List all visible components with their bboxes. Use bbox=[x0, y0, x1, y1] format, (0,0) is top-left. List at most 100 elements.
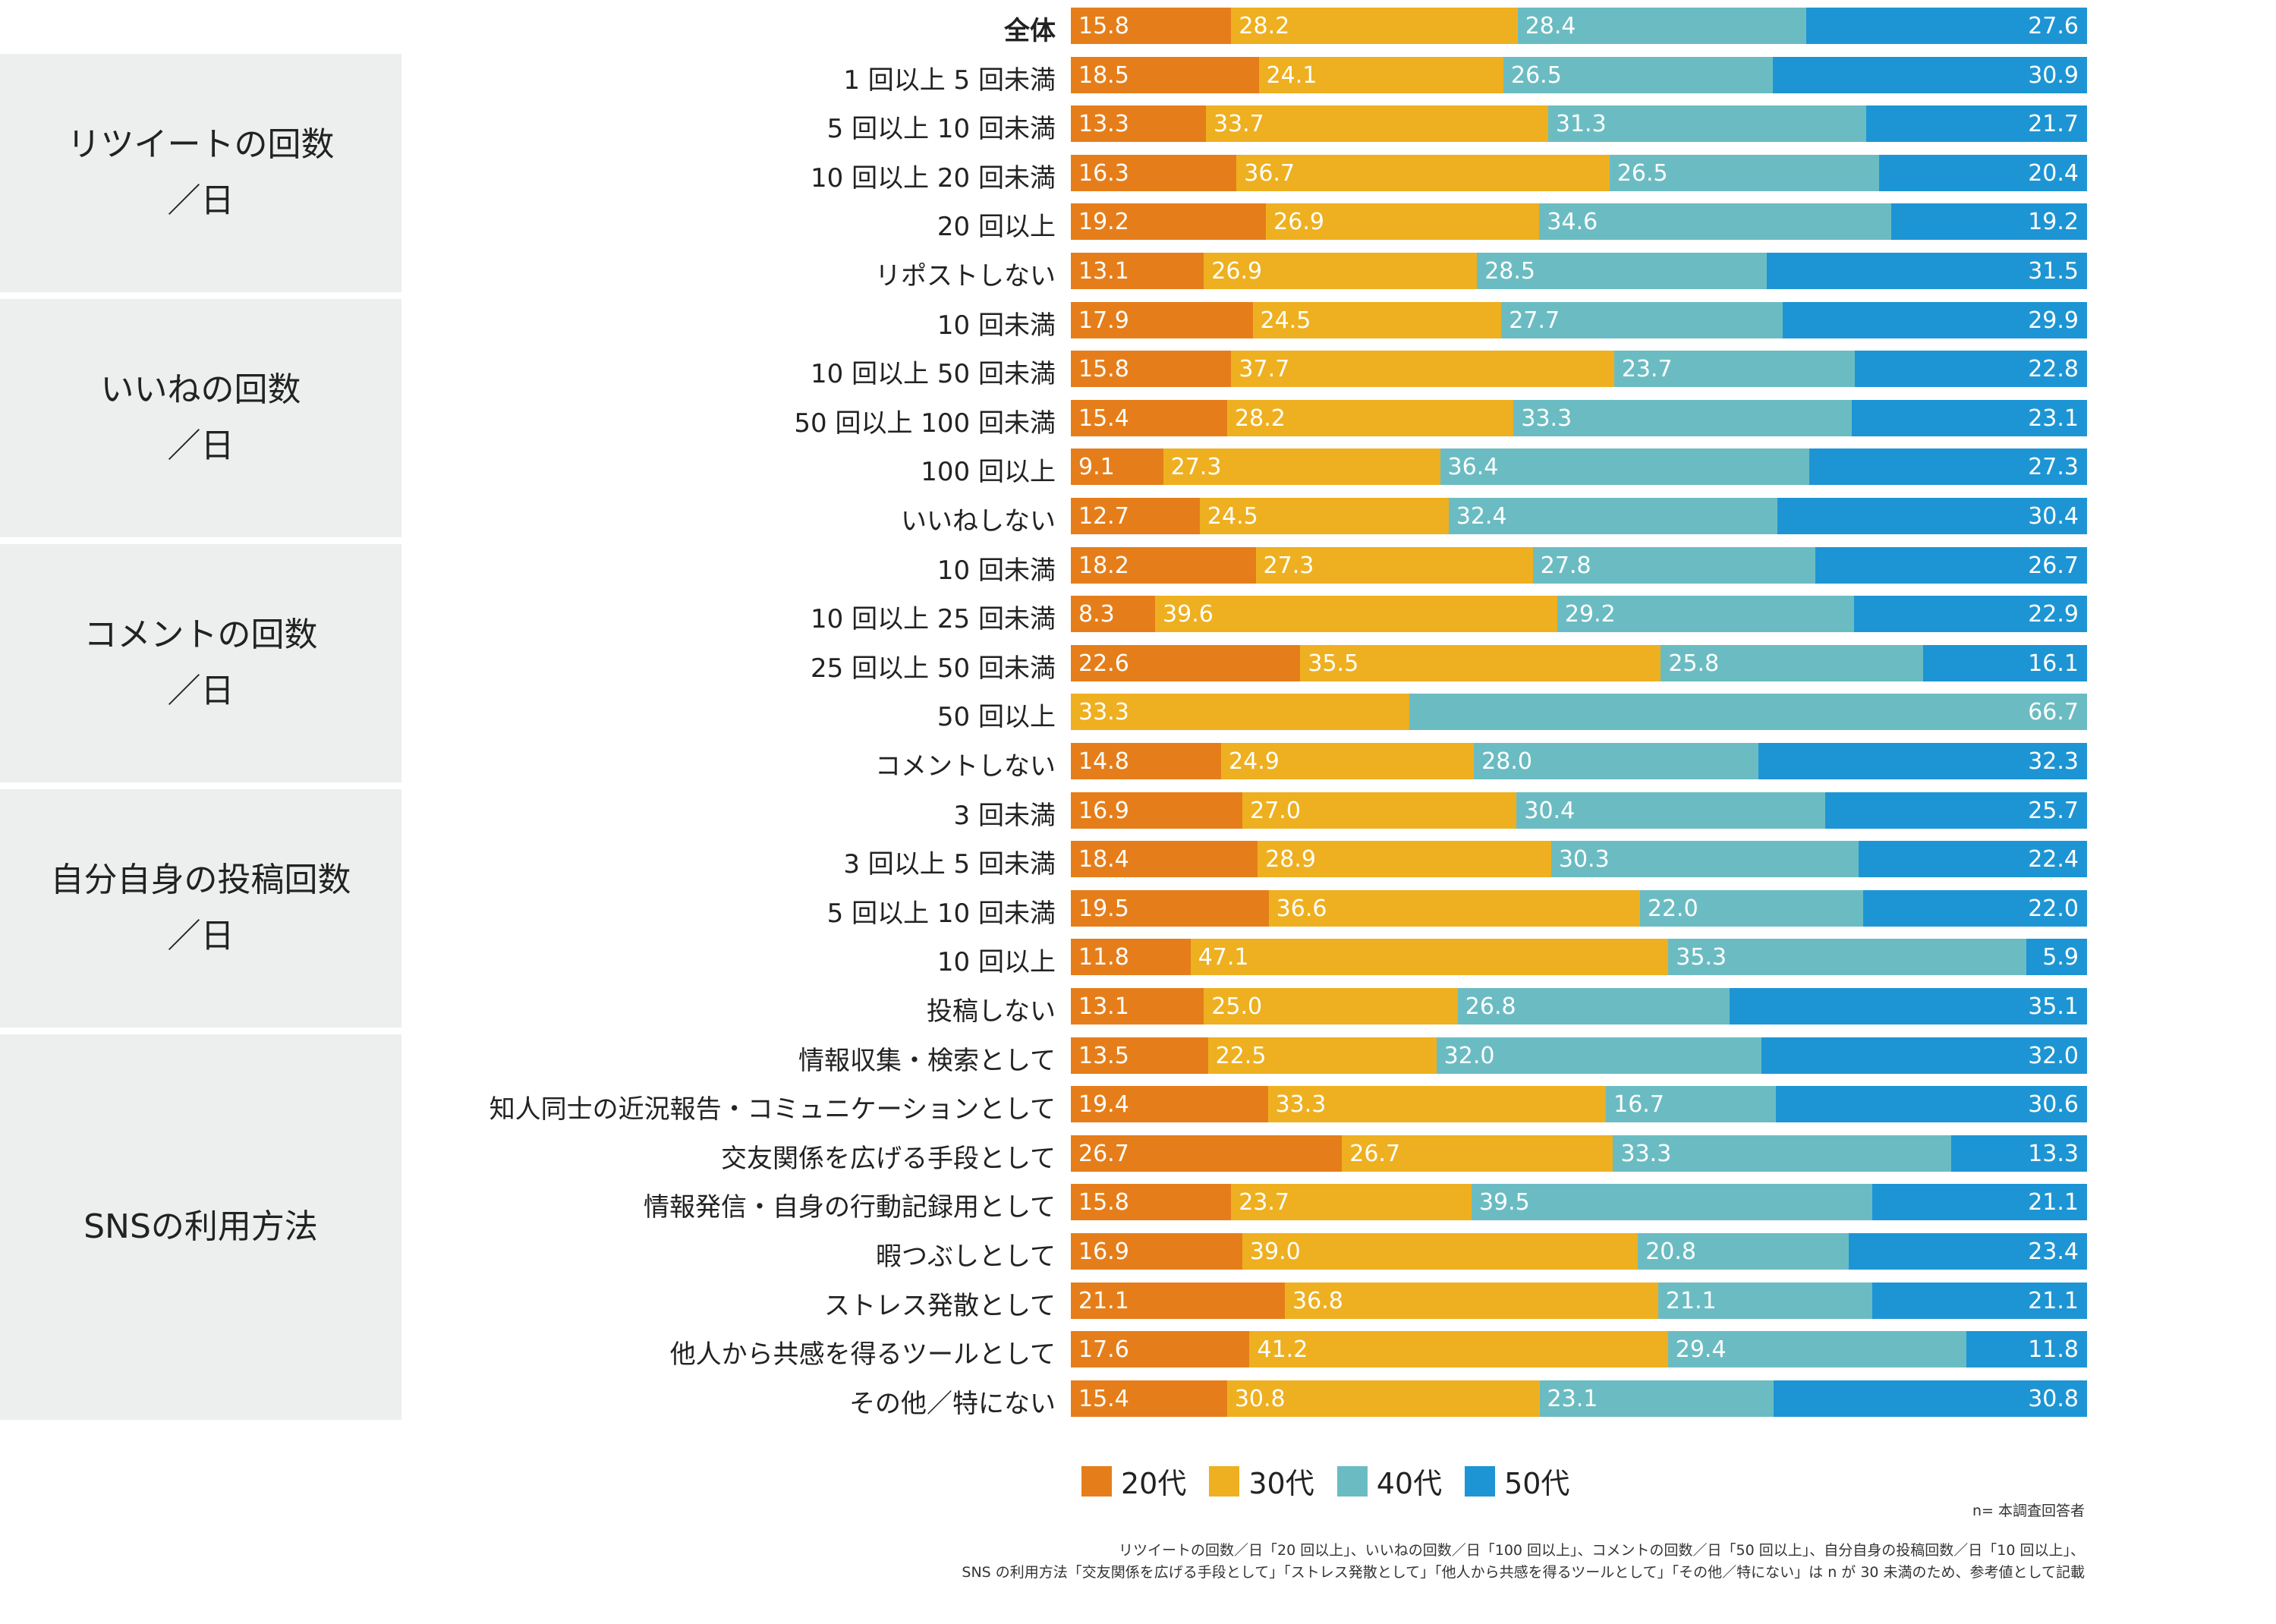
bar-segment bbox=[1342, 1135, 1614, 1172]
bar-segment bbox=[1657, 1282, 1873, 1319]
value-label: 27.8 bbox=[1540, 552, 1591, 579]
value-label: 15.4 bbox=[1078, 1385, 1129, 1412]
bar-segment bbox=[1071, 1233, 1243, 1270]
row-label: 投稿しない bbox=[927, 996, 1056, 1027]
row-label: 10 回以上 bbox=[937, 947, 1056, 978]
value-label: 23.1 bbox=[2028, 404, 2079, 432]
bar-segment bbox=[1436, 1037, 1762, 1074]
value-label: 25.7 bbox=[2028, 797, 2079, 824]
bar-segment bbox=[1071, 792, 1243, 829]
legend: 20代 30代 40代 50代 bbox=[1081, 1460, 1569, 1502]
bar-segment bbox=[1815, 546, 2087, 584]
bar-segment bbox=[1859, 841, 2087, 878]
row-label: 全体 bbox=[1004, 16, 1056, 46]
value-label: 29.9 bbox=[2028, 307, 2079, 334]
value-label: 16.9 bbox=[1078, 797, 1129, 824]
bar-segment bbox=[1268, 889, 1641, 927]
legend-label-20s: 20代 bbox=[1121, 1467, 1187, 1500]
group-label-box: いいねの回数 ／日 bbox=[0, 298, 401, 537]
value-label: 26.7 bbox=[1078, 1140, 1129, 1167]
legend-item-30s: 30代 bbox=[1209, 1460, 1314, 1502]
bar-segment bbox=[1071, 56, 1260, 93]
bar-segment bbox=[1231, 1184, 1472, 1221]
value-label: 20.8 bbox=[1645, 1238, 1696, 1265]
bar-segment bbox=[1667, 1331, 1967, 1368]
bar-segment bbox=[1071, 694, 1410, 731]
bar-segment bbox=[1638, 1233, 1849, 1270]
value-label: 35.1 bbox=[2028, 993, 2079, 1020]
bar-segment bbox=[1517, 8, 1807, 44]
value-label: 17.9 bbox=[1078, 307, 1129, 334]
legend-label-40s: 40代 bbox=[1376, 1467, 1443, 1500]
value-label: 26.8 bbox=[1465, 993, 1516, 1020]
legend-swatch-30s bbox=[1209, 1465, 1240, 1497]
value-label: 24.5 bbox=[1260, 307, 1311, 334]
legend-label-50s: 50代 bbox=[1504, 1467, 1570, 1500]
bar-segment bbox=[1547, 105, 1867, 143]
bar-segment bbox=[1557, 596, 1855, 633]
value-label: 12.7 bbox=[1078, 503, 1129, 530]
value-label: 30.8 bbox=[2028, 1385, 2079, 1412]
bar-segment bbox=[1071, 8, 1232, 44]
bar-segment bbox=[1071, 988, 1204, 1024]
value-label: 24.5 bbox=[1207, 503, 1258, 530]
group-label: ／日 bbox=[167, 426, 235, 465]
bar-segment bbox=[1071, 546, 1257, 584]
row-label: 3 回未満 bbox=[953, 800, 1056, 831]
bar-segment bbox=[1477, 253, 1768, 289]
row-label: 5 回以上 10 回未満 bbox=[826, 114, 1056, 145]
value-label: 15.8 bbox=[1078, 1189, 1129, 1216]
bar-segment bbox=[1440, 448, 1810, 486]
bar-segment bbox=[1267, 1086, 1607, 1123]
bar-segment bbox=[1231, 8, 1519, 44]
group-label: ／日 bbox=[167, 671, 235, 710]
bar-segment bbox=[1539, 203, 1892, 241]
row-label: 10 回以上 50 回未満 bbox=[811, 359, 1056, 390]
value-label: 18.4 bbox=[1078, 846, 1129, 873]
bar-segment bbox=[1231, 351, 1615, 388]
value-label: 33.3 bbox=[1275, 1091, 1327, 1119]
value-label: 20.4 bbox=[2028, 159, 2079, 187]
value-label: 23.1 bbox=[1547, 1385, 1598, 1412]
bar-segment bbox=[1613, 351, 1856, 388]
bar-segment bbox=[1951, 1135, 2087, 1172]
row-label: 10 回以上 25 回未満 bbox=[811, 604, 1056, 635]
bar-segment bbox=[1258, 56, 1504, 93]
row-label: リポストしない bbox=[875, 261, 1056, 291]
value-label: 35.3 bbox=[1676, 944, 1727, 971]
value-label: 29.2 bbox=[1564, 601, 1616, 628]
bar-segment bbox=[1071, 1184, 1232, 1221]
bar-segment bbox=[1758, 743, 2087, 779]
value-label: 23.4 bbox=[2028, 1238, 2079, 1265]
bar-segment bbox=[1550, 841, 1859, 878]
value-label: 31.3 bbox=[1555, 111, 1607, 138]
row-label: 10 回未満 bbox=[937, 310, 1056, 341]
group-label: いいねの回数 bbox=[100, 370, 301, 409]
value-label: 36.7 bbox=[1244, 159, 1295, 187]
value-label: 39.0 bbox=[1249, 1238, 1301, 1265]
group-label-box: 自分自身の投稿回数 ／日 bbox=[0, 788, 401, 1028]
value-label: 30.4 bbox=[2028, 503, 2079, 530]
bar-segment bbox=[1071, 1037, 1209, 1074]
value-label: 37.7 bbox=[1239, 356, 1290, 383]
value-label: 27.3 bbox=[2028, 454, 2079, 481]
bar-segment bbox=[1766, 253, 2087, 289]
bar-segment bbox=[1071, 644, 1301, 681]
value-label: 33.3 bbox=[1078, 699, 1129, 726]
bar-segment bbox=[1071, 743, 1222, 779]
value-label: 26.5 bbox=[1616, 159, 1668, 187]
bar-segment bbox=[1777, 498, 2087, 534]
bar-segment bbox=[1865, 105, 2087, 143]
value-label: 39.6 bbox=[1163, 601, 1214, 628]
value-label: 39.5 bbox=[1478, 1189, 1530, 1216]
bar-segment bbox=[1539, 1380, 1774, 1417]
bar-segment bbox=[1190, 939, 1669, 976]
bar-segment bbox=[1205, 105, 1549, 143]
value-label: 36.8 bbox=[1292, 1287, 1343, 1314]
value-label: 30.8 bbox=[1234, 1385, 1286, 1412]
value-label: 24.9 bbox=[1229, 748, 1280, 775]
row-label: 他人から共感を得るツールとして bbox=[669, 1339, 1056, 1371]
value-label: 32.4 bbox=[1456, 503, 1507, 530]
value-label: 30.6 bbox=[2028, 1091, 2079, 1119]
value-label: 23.7 bbox=[1239, 1189, 1289, 1216]
